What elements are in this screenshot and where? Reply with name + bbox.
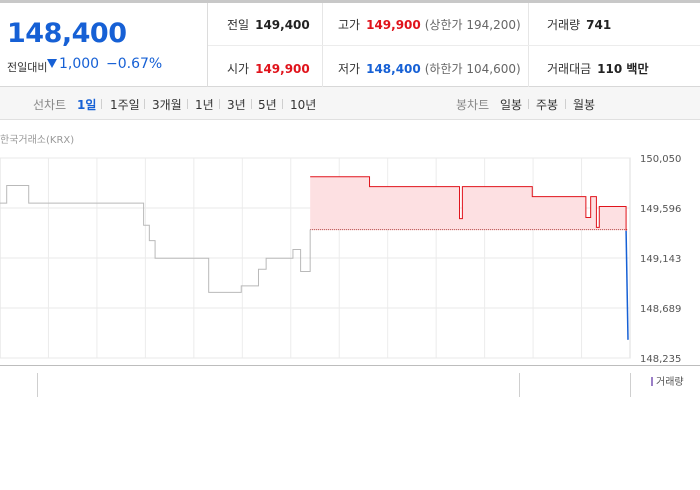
price-chart-svg: 150,050 149,596 149,143 148,689 148,235 [0, 154, 700, 397]
tab-monthly-candle[interactable]: 월봉 [573, 98, 596, 112]
volume-legend: 거래량 [651, 373, 684, 388]
stat-value: 149,400 [255, 18, 310, 32]
tab-3y[interactable]: 3년 [227, 98, 246, 112]
candle-chart-label: 봉차트 [456, 98, 490, 112]
previous-day-line [0, 185, 311, 293]
above-prev-close-area [310, 176, 628, 230]
stat-value: 149,900 [255, 62, 310, 76]
tab-3m[interactable]: 3개월 [152, 98, 182, 112]
y-tick-label: 150,050 [640, 154, 681, 165]
tab-1d[interactable]: 1일 [77, 98, 97, 112]
tab-separator [251, 99, 252, 109]
tab-daily-candle[interactable]: 일봉 [500, 98, 523, 112]
tab-separator [282, 99, 283, 109]
today-drop-line [625, 230, 629, 340]
price-box: 148,400 전일대비 1,000 −0.67% [0, 3, 208, 87]
stat-open: 시가 149,900 [227, 60, 310, 77]
current-price: 148,400 [7, 18, 127, 49]
stat-label: 저가 [338, 62, 361, 76]
stat-label: 고가 [338, 18, 361, 32]
tab-1w[interactable]: 1주일 [110, 98, 140, 112]
stat-value: 148,400 [366, 62, 421, 76]
stat-label: 거래대금 [547, 62, 592, 76]
tab-separator [528, 99, 529, 109]
y-tick-label: 149,596 [640, 204, 681, 215]
stat-sub: (상한가 194,200) [424, 18, 521, 32]
quote-summary: 148,400 전일대비 1,000 −0.67% 전일 149,400 고가 14… [0, 0, 700, 87]
change-percent: −0.67% [106, 56, 163, 72]
tab-separator [219, 99, 220, 109]
down-triangle-icon [47, 59, 57, 68]
stat-amount: 거래대금 110 백만 [547, 60, 648, 77]
stat-prev-close: 전일 149,400 [227, 16, 310, 33]
tab-5y[interactable]: 5년 [258, 98, 277, 112]
tab-10y[interactable]: 10년 [290, 98, 317, 112]
tab-1y[interactable]: 1년 [195, 98, 214, 112]
tab-separator [101, 99, 102, 109]
stat-value: 149,900 [366, 18, 421, 32]
line-chart-label: 선차트 [33, 98, 67, 112]
stat-low: 저가 148,400 (하한가 104,600) [338, 60, 521, 77]
stat-high: 고가 149,900 (상한가 194,200) [338, 16, 521, 33]
stat-volume: 거래량 741 [547, 16, 611, 33]
stat-value: 741 [586, 18, 612, 32]
y-tick-label: 148,689 [640, 304, 681, 315]
price-chart[interactable]: 150,050 149,596 149,143 148,689 148,235 [0, 140, 700, 400]
data-source: 한국거래소(KRX) [0, 135, 75, 146]
y-tick-label: 148,235 [640, 354, 681, 365]
stat-label: 전일 [227, 18, 250, 32]
volume-swatch [651, 377, 653, 386]
change-amount: 1,000 [59, 56, 100, 72]
today-price-line [310, 176, 627, 231]
stat-sub: (하한가 104,600) [424, 62, 521, 76]
tab-separator [565, 99, 566, 109]
stat-row-divider [208, 45, 700, 46]
change-label: 전일대비 [7, 61, 48, 74]
tab-separator [144, 99, 145, 109]
chart-period-tabs: 선차트 1일 1주일 3개월 1년 3년 5년 10년 봉차트 일봉 주봉 월봉 [0, 87, 700, 120]
tab-weekly-candle[interactable]: 주봉 [536, 98, 559, 112]
stat-value: 110 백만 [597, 62, 649, 76]
tab-separator [187, 99, 188, 109]
change-value: 1,000 [47, 56, 99, 72]
stat-label: 시가 [227, 62, 250, 76]
stat-label: 거래량 [547, 18, 581, 32]
y-tick-label: 149,143 [640, 254, 681, 265]
volume-legend-label: 거래량 [656, 377, 684, 388]
